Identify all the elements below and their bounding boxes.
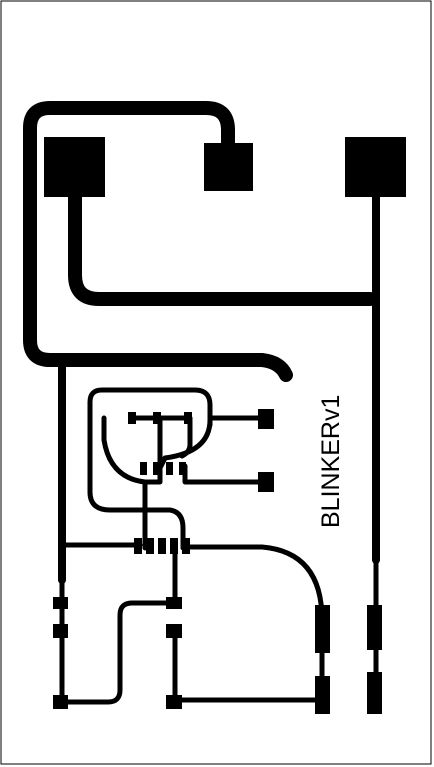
trace-gate-tie	[157, 415, 268, 471]
smd-pad	[153, 462, 160, 475]
smd-pad	[166, 462, 173, 475]
trace-inner-curve	[101, 415, 148, 551]
trace-top-loop	[23, 101, 293, 382]
smd-pad	[315, 605, 330, 653]
smd-pad	[179, 462, 186, 475]
smd-pad	[158, 538, 166, 554]
trace-right-swoop	[185, 544, 325, 623]
smd-pad	[166, 597, 182, 609]
smd-pad	[146, 538, 154, 554]
smd-pad	[170, 538, 178, 554]
board-label: BLINKERv1	[317, 395, 345, 528]
trace-left-pad-down	[68, 183, 377, 306]
smd-pad	[258, 472, 274, 492]
smd-pad	[367, 605, 382, 650]
smd-pad	[53, 597, 68, 609]
smd-pad	[153, 412, 161, 424]
trace-loop-upper	[87, 387, 213, 551]
smd-pad	[128, 412, 136, 424]
smd-pad	[166, 695, 182, 709]
smd-pad	[140, 462, 147, 475]
smd-pad	[315, 676, 330, 714]
trace-lower-mid	[172, 627, 325, 703]
smd-pad	[134, 538, 142, 554]
trace-lower-u	[59, 549, 178, 705]
smd-pad	[182, 538, 190, 554]
smd-pad	[184, 412, 192, 424]
smd-pad	[53, 624, 68, 638]
smd-pad	[53, 695, 68, 709]
smd-pad	[367, 672, 382, 714]
trace-gate-right	[182, 463, 268, 485]
smd-pad	[166, 624, 182, 638]
smd-pad	[258, 409, 274, 429]
